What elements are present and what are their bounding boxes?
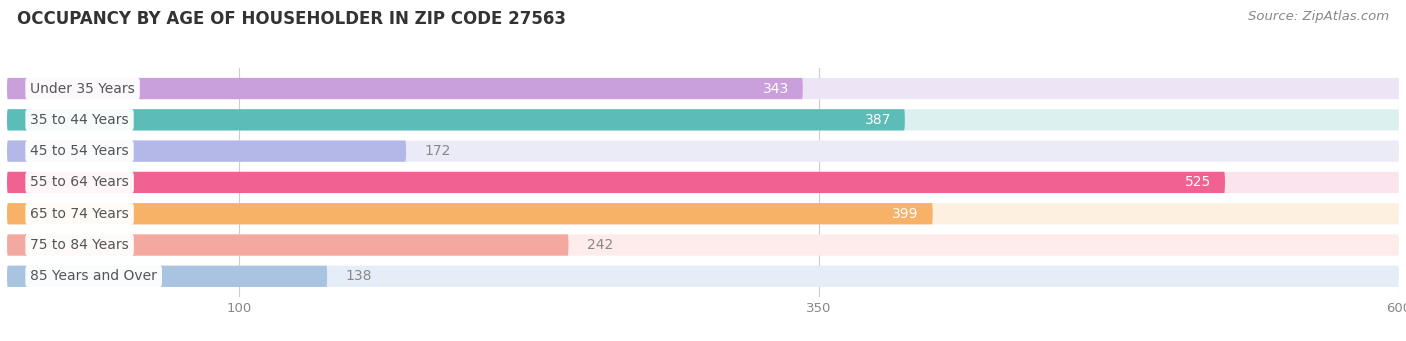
Text: Under 35 Years: Under 35 Years bbox=[31, 81, 135, 95]
Text: 75 to 84 Years: 75 to 84 Years bbox=[31, 238, 129, 252]
FancyBboxPatch shape bbox=[7, 78, 1399, 99]
Text: 55 to 64 Years: 55 to 64 Years bbox=[31, 175, 129, 190]
Text: 35 to 44 Years: 35 to 44 Years bbox=[31, 113, 129, 127]
FancyBboxPatch shape bbox=[7, 140, 406, 162]
FancyBboxPatch shape bbox=[7, 140, 1399, 162]
FancyBboxPatch shape bbox=[7, 78, 803, 99]
Text: 65 to 74 Years: 65 to 74 Years bbox=[31, 207, 129, 221]
FancyBboxPatch shape bbox=[7, 234, 568, 256]
FancyBboxPatch shape bbox=[7, 109, 905, 131]
Text: 85 Years and Over: 85 Years and Over bbox=[31, 269, 157, 283]
Text: 387: 387 bbox=[865, 113, 891, 127]
FancyBboxPatch shape bbox=[7, 266, 328, 287]
Text: OCCUPANCY BY AGE OF HOUSEHOLDER IN ZIP CODE 27563: OCCUPANCY BY AGE OF HOUSEHOLDER IN ZIP C… bbox=[17, 10, 565, 28]
Text: 172: 172 bbox=[425, 144, 451, 158]
FancyBboxPatch shape bbox=[7, 172, 1399, 193]
Text: 399: 399 bbox=[893, 207, 918, 221]
FancyBboxPatch shape bbox=[7, 203, 1399, 224]
FancyBboxPatch shape bbox=[7, 109, 1399, 131]
Text: 525: 525 bbox=[1185, 175, 1211, 190]
Text: 45 to 54 Years: 45 to 54 Years bbox=[31, 144, 129, 158]
FancyBboxPatch shape bbox=[7, 234, 1399, 256]
Text: Source: ZipAtlas.com: Source: ZipAtlas.com bbox=[1249, 10, 1389, 23]
Text: 138: 138 bbox=[346, 269, 373, 283]
Text: 242: 242 bbox=[588, 238, 613, 252]
Text: 343: 343 bbox=[762, 81, 789, 95]
FancyBboxPatch shape bbox=[7, 172, 1225, 193]
FancyBboxPatch shape bbox=[7, 203, 932, 224]
FancyBboxPatch shape bbox=[7, 266, 1399, 287]
